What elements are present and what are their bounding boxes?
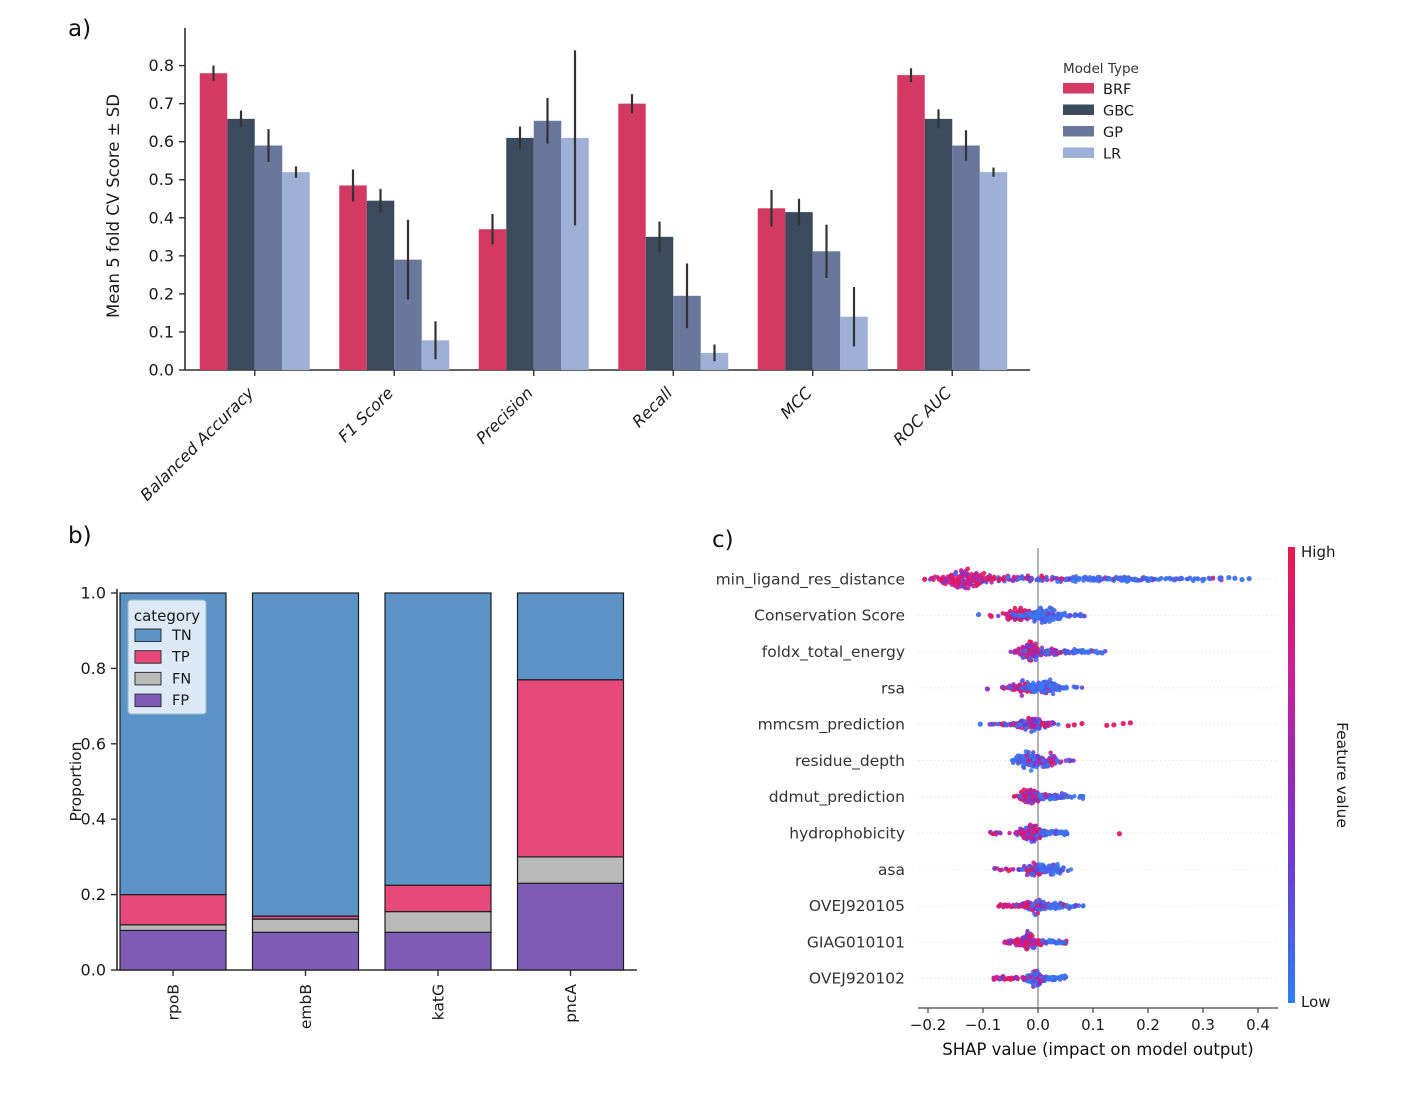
svg-text:pncA: pncA: [562, 984, 580, 1023]
panel-a-legend: Model Type BRF GBC GP LR: [1063, 61, 1139, 163]
beeswarm-row-9: [992, 860, 1074, 878]
svg-text:0.4: 0.4: [1246, 1016, 1270, 1034]
svg-text:Proportion: Proportion: [67, 742, 85, 822]
beeswarm-row-1: [922, 566, 1252, 591]
panel-a-grouped-bar-chart: 0.0 0.1 0.2 0.3 0.4 0.5 0.6 0.7 0.8 Mean 5 fold C…: [104, 28, 1139, 505]
svg-text:min_ligand_res_distance: min_ligand_res_distance: [716, 570, 905, 589]
svg-text:0.3: 0.3: [1191, 1016, 1215, 1034]
svg-text:0.1: 0.1: [149, 322, 174, 341]
svg-text:0.2: 0.2: [149, 284, 174, 303]
beeswarm-row-10: [996, 897, 1086, 918]
panel-c-feature-labels: min_ligand_res_distance Conservation Scor…: [716, 570, 905, 987]
svg-text:MCC: MCC: [777, 383, 817, 423]
svg-text:F1 Score: F1 Score: [334, 383, 397, 446]
svg-text:Precision: Precision: [472, 383, 536, 447]
beeswarm-row-11: [1002, 928, 1069, 952]
beeswarm-row-4: [984, 677, 1085, 698]
svg-text:katG: katG: [429, 984, 447, 1020]
svg-text:mmcsm_prediction: mmcsm_prediction: [758, 716, 905, 735]
svg-text:−0.2: −0.2: [910, 1016, 946, 1034]
svg-text:0.7: 0.7: [149, 94, 174, 113]
beeswarm-row-12: [991, 968, 1069, 989]
svg-text:TN: TN: [171, 628, 192, 644]
panel-a-label: a): [68, 16, 92, 42]
beeswarm-row-2: [976, 605, 1087, 625]
svg-text:foldx_total_energy: foldx_total_energy: [762, 643, 905, 662]
svg-text:Feature value: Feature value: [1333, 722, 1351, 828]
svg-text:OVEJ920105: OVEJ920105: [809, 897, 905, 915]
svg-text:rsa: rsa: [881, 679, 905, 697]
panel-c-beeswarm-points: [922, 566, 1252, 989]
svg-text:asa: asa: [878, 861, 905, 879]
svg-text:LR: LR: [1103, 147, 1121, 163]
svg-text:Conservation Score: Conservation Score: [754, 607, 905, 625]
svg-text:BRF: BRF: [1103, 82, 1131, 98]
svg-text:0.5: 0.5: [149, 170, 174, 189]
svg-text:0.8: 0.8: [81, 659, 106, 678]
svg-text:0.0: 0.0: [149, 361, 174, 380]
beeswarm-row-7: [1011, 787, 1086, 806]
beeswarm-row-5: [977, 715, 1133, 735]
panel-a-error-bars: [212, 50, 995, 362]
svg-text:SHAP value (impact on model ou: SHAP value (impact on model output): [942, 1040, 1253, 1059]
svg-text:hydrophobicity: hydrophobicity: [789, 825, 905, 843]
panel-c-x-axis: −0.2 −0.1 0.0 0.1 0.2 0.3 0.4 SHAP value (impac…: [910, 1007, 1278, 1059]
svg-text:FP: FP: [172, 693, 189, 709]
svg-text:ROC AUC: ROC AUC: [889, 383, 955, 449]
panel-a-axes: 0.0 0.1 0.2 0.3 0.4 0.5 0.6 0.7 0.8 Mean 5 fold C…: [104, 28, 1030, 380]
svg-text:0.8: 0.8: [149, 56, 174, 75]
panel-c-label: c): [712, 527, 734, 553]
svg-text:High: High: [1301, 543, 1335, 561]
svg-text:FN: FN: [172, 671, 191, 687]
svg-text:0.4: 0.4: [149, 208, 174, 227]
svg-text:Recall: Recall: [628, 383, 676, 431]
panel-b-x-tick-labels: rpoB embB katG pncA: [164, 970, 580, 1029]
svg-text:0.0: 0.0: [81, 961, 106, 980]
svg-text:0.2: 0.2: [81, 885, 106, 904]
panel-a-x-tick-labels: Balanced Accuracy F1 Score Precision Recall…: [136, 370, 956, 505]
svg-text:GBC: GBC: [1103, 104, 1134, 120]
svg-text:Model Type: Model Type: [1063, 61, 1139, 77]
beeswarm-row-8: [988, 822, 1122, 844]
svg-text:0.2: 0.2: [1136, 1016, 1160, 1034]
svg-text:0.3: 0.3: [149, 246, 174, 265]
beeswarm-row-3: [1008, 639, 1108, 663]
svg-text:GIAG010101: GIAG010101: [807, 933, 905, 951]
panel-b-bars: [119, 592, 625, 971]
svg-text:0.1: 0.1: [1081, 1016, 1105, 1034]
svg-text:0.4: 0.4: [81, 810, 106, 829]
svg-text:Low: Low: [1301, 993, 1331, 1011]
svg-text:0.0: 0.0: [1026, 1016, 1050, 1034]
panel-b-stacked-bar-chart: 0.0 0.2 0.4 0.6 0.8 1.0 Proportion rpoB embB katG…: [67, 584, 637, 1029]
svg-text:TP: TP: [171, 650, 190, 666]
svg-text:0.6: 0.6: [149, 132, 174, 151]
panel-a-bars: [199, 73, 1008, 371]
panel-c-colorbar: High Low Feature value: [1288, 543, 1351, 1011]
panel-c-gridlines: [918, 578, 1278, 979]
svg-text:1.0: 1.0: [81, 584, 106, 603]
svg-text:OVEJ920102: OVEJ920102: [809, 970, 905, 988]
svg-text:embB: embB: [297, 984, 315, 1029]
panel-b-label: b): [68, 523, 92, 549]
svg-text:Mean 5 fold CV Score ± SD: Mean 5 fold CV Score ± SD: [104, 94, 123, 318]
svg-text:Balanced Accuracy: Balanced Accuracy: [136, 383, 258, 505]
svg-text:category: category: [134, 607, 200, 625]
svg-text:GP: GP: [1103, 125, 1123, 141]
panel-c-shap-beeswarm-chart: min_ligand_res_distance Conservation Scor…: [716, 543, 1351, 1059]
svg-text:rpoB: rpoB: [164, 984, 182, 1020]
svg-text:−0.1: −0.1: [965, 1016, 1001, 1034]
panel-b-legend: category TN TP FN FP: [127, 599, 207, 715]
beeswarm-row-6: [1010, 749, 1076, 773]
svg-text:ddmut_prediction: ddmut_prediction: [769, 788, 905, 807]
svg-text:0.6: 0.6: [81, 734, 106, 753]
svg-text:residue_depth: residue_depth: [795, 752, 905, 771]
